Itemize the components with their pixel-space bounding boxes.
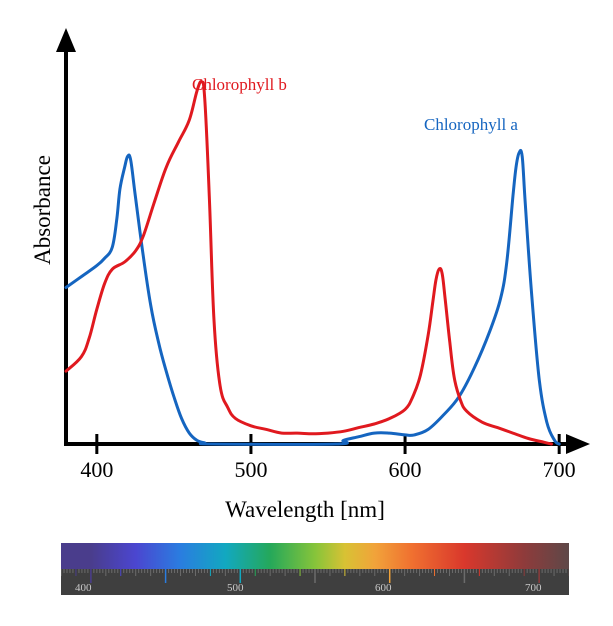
x-axis-arrow: [566, 434, 590, 454]
spectrum-label-700: 700: [525, 582, 542, 594]
absorbance-chart: 400 500 600 700 Wavelength [nm] Absorbance …: [30, 28, 590, 522]
spectrum-label-600: 600: [375, 582, 392, 594]
x-ticks: 400 500 600 700: [80, 434, 576, 482]
y-axis-arrow: [56, 28, 76, 52]
y-axis-title: Absorbance: [30, 155, 55, 265]
spectrum-ticks: [61, 569, 569, 583]
series-line-chlorophyll-a: [64, 148, 561, 446]
spectrum-gradient: [61, 543, 569, 569]
x-tick-label-700: 700: [543, 457, 576, 482]
spectrum-label-400: 400: [75, 582, 92, 594]
series-curves: [64, 80, 561, 446]
series-label-chlorophyll-a: Chlorophyll a: [424, 115, 518, 134]
x-tick-label-600: 600: [389, 457, 422, 482]
series-line-chlorophyll-b: [64, 80, 553, 446]
x-axis-title: Wavelength [nm]: [225, 497, 385, 522]
visible-spectrum-bar: 400 500 600 700: [61, 543, 569, 595]
spectrum-label-500: 500: [227, 582, 244, 594]
series-label-chlorophyll-b: Chlorophyll b: [192, 75, 287, 94]
x-tick-label-500: 500: [234, 457, 267, 482]
x-tick-label-400: 400: [80, 457, 113, 482]
